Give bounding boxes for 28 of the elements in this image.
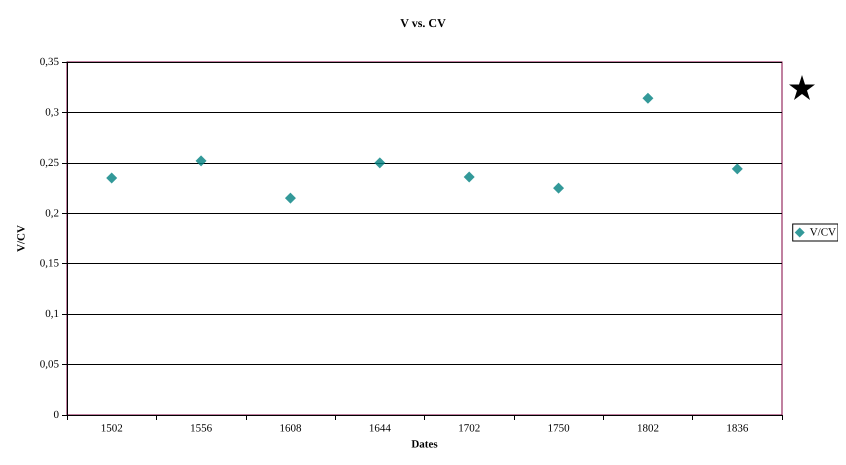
x-axis-title: Dates bbox=[411, 438, 438, 450]
x-tick-label: 1802 bbox=[636, 422, 659, 434]
y-tick-label: 0 bbox=[54, 409, 60, 421]
point bbox=[196, 155, 207, 166]
point bbox=[284, 192, 296, 204]
point bbox=[374, 157, 386, 168]
y-tick-label: 0,2 bbox=[45, 207, 59, 220]
x-tick-label: 1644 bbox=[368, 422, 392, 434]
y-axis-title: V/CV bbox=[16, 225, 28, 252]
x-tick-label: 1702 bbox=[458, 422, 480, 434]
point bbox=[732, 163, 743, 174]
y-tick-label: 0,25 bbox=[40, 156, 60, 169]
point bbox=[464, 171, 475, 182]
y-tick-label: 0,1 bbox=[45, 308, 59, 320]
point bbox=[553, 182, 564, 194]
x-tick-label: 1750 bbox=[548, 422, 570, 434]
x-tick-label: 1556 bbox=[190, 422, 213, 434]
point bbox=[106, 172, 118, 184]
y-tick-label: 0,05 bbox=[40, 358, 60, 371]
y-tick-label: 0,35 bbox=[40, 56, 60, 68]
x-tick-label: 1836 bbox=[726, 422, 749, 434]
x-tick-label: 1608 bbox=[279, 422, 302, 434]
y-tick-label: 0,3 bbox=[45, 106, 60, 118]
y-tick-label: 0,15 bbox=[40, 258, 60, 270]
point bbox=[642, 92, 654, 104]
x-tick-label: 1502 bbox=[100, 422, 123, 434]
legend-label: V/CV bbox=[810, 226, 836, 238]
chart-title: V vs. CV bbox=[400, 16, 446, 30]
